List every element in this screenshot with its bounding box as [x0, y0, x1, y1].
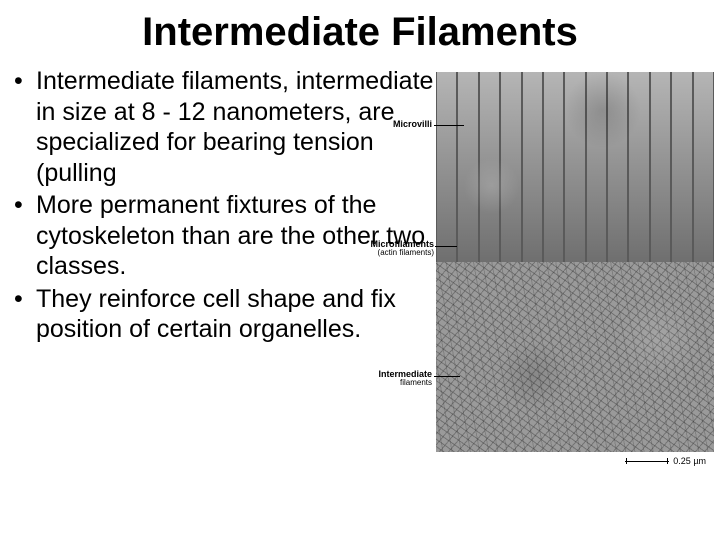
label-microvilli: Microvilli — [384, 120, 432, 129]
label-line — [434, 125, 464, 126]
page-title: Intermediate Filaments — [0, 10, 720, 55]
label-line — [435, 246, 457, 247]
scale-bar-line — [625, 461, 669, 462]
bullet-marker: • — [14, 190, 36, 282]
bullet-text: More permanent fixtures of the cytoskele… — [36, 190, 434, 282]
list-item: • More permanent fixtures of the cytoske… — [14, 190, 434, 282]
label-subtext: filaments — [368, 379, 432, 387]
bullet-list: • Intermediate filaments, intermediate i… — [14, 66, 434, 347]
list-item: • They reinforce cell shape and fix posi… — [14, 284, 434, 345]
scale-bar-text: 0.25 µm — [673, 456, 706, 466]
bullet-marker: • — [14, 284, 36, 345]
bullet-text: Intermediate filaments, intermediate in … — [36, 66, 434, 188]
label-microfilaments: Microfilaments (actin filaments) — [364, 240, 434, 258]
bullet-marker: • — [14, 66, 36, 188]
label-line — [434, 376, 460, 377]
list-item: • Intermediate filaments, intermediate i… — [14, 66, 434, 188]
texture-overlay — [436, 72, 714, 452]
label-subtext: (actin filaments) — [364, 249, 434, 257]
scale-bar: 0.25 µm — [625, 456, 706, 466]
micrograph-figure: Microvilli Microfilaments (actin filamen… — [436, 72, 714, 452]
bullet-text: They reinforce cell shape and fix positi… — [36, 284, 434, 345]
label-intermediate: Intermediate filaments — [368, 370, 432, 388]
micrograph-image — [436, 72, 714, 452]
